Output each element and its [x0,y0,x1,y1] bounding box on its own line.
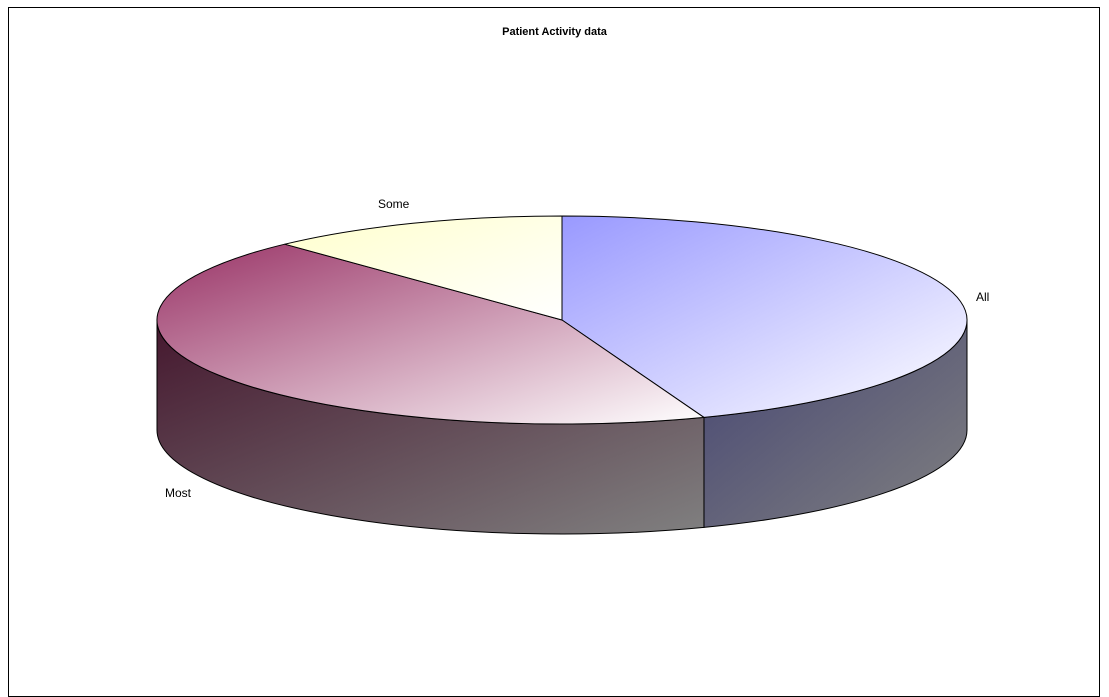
pie-slice-most [156,243,706,425]
chart-title: Patient Activity data [502,26,607,38]
slice-label-some: Some [378,197,410,211]
slice-label-all: All [976,290,989,304]
pie-labels: All Most Some [165,197,989,500]
pie-slice-all [561,215,968,418]
pie-slice-some [284,215,563,321]
pie-tops [156,215,968,425]
slice-label-most: Most [165,486,192,500]
